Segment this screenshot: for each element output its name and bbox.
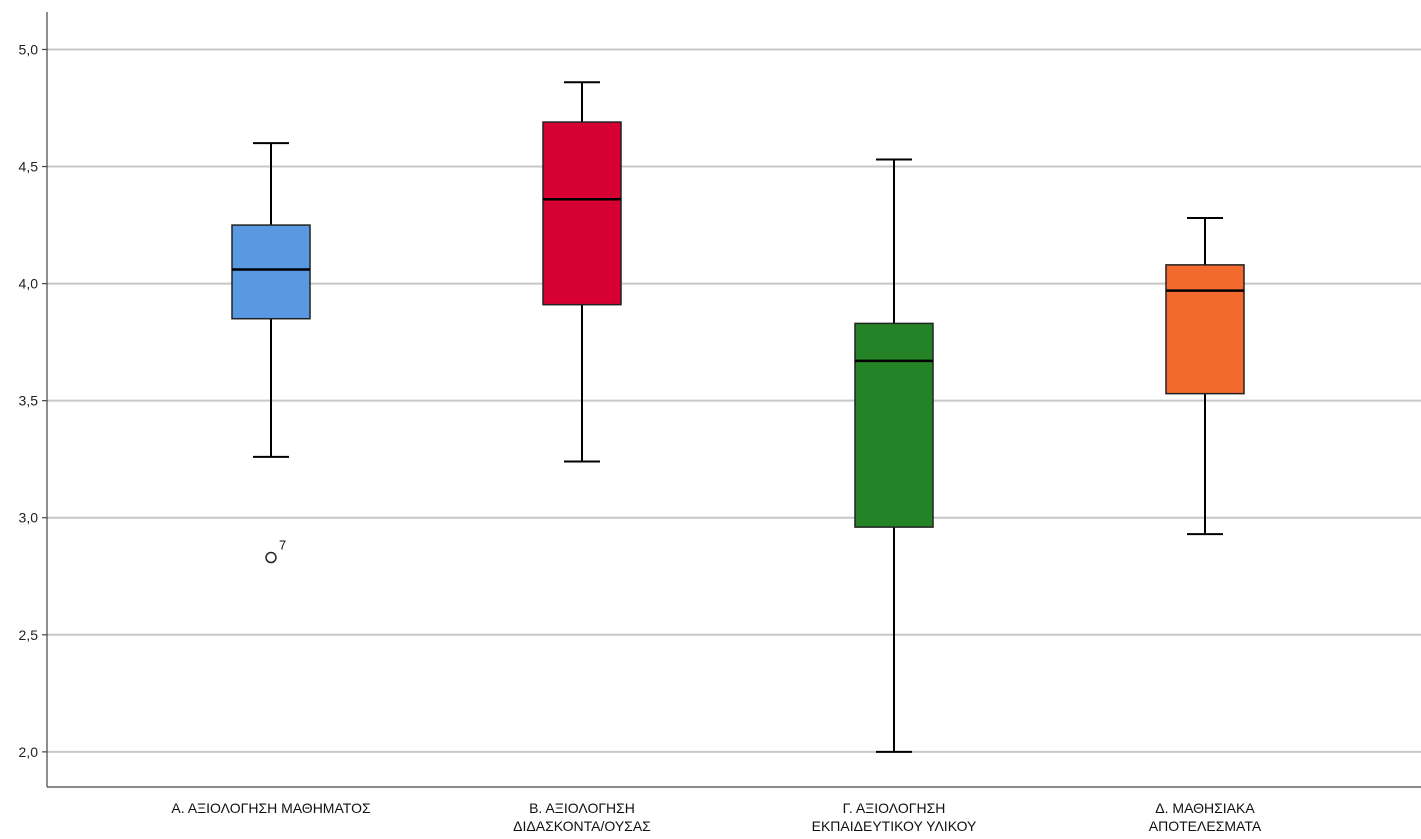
y-tick-label: 4,5 bbox=[19, 159, 39, 175]
y-tick-label: 2,0 bbox=[19, 744, 39, 760]
box-3 bbox=[854, 322, 934, 528]
y-tick-label: 2,5 bbox=[19, 627, 39, 643]
box-1 bbox=[231, 224, 311, 320]
y-tick-label: 5,0 bbox=[19, 41, 39, 57]
outlier-label: 7 bbox=[279, 538, 286, 553]
x-category-label: ΔΙΔΑΣΚΟΝΤΑ/ΟΥΣΑΣ bbox=[513, 818, 651, 834]
x-category-label: Β. ΑΞΙΟΛΟΓΗΣΗ bbox=[529, 800, 635, 816]
x-category-label: ΑΠΟΤΕΛΕΣΜΑΤΑ bbox=[1149, 818, 1262, 834]
x-category-label: Γ. ΑΞΙΟΛΟΓΗΣΗ bbox=[843, 800, 946, 816]
x-category-label: ΕΚΠΑΙΔΕΥΤΙΚΟΥ ΥΛΙΚΟΥ bbox=[812, 818, 977, 834]
box-2 bbox=[542, 121, 622, 306]
y-tick-label: 3,0 bbox=[19, 510, 39, 526]
x-category-label: Α. ΑΞΙΟΛΟΓΗΣΗ ΜΑΘΗΜΑΤΟΣ bbox=[171, 800, 371, 816]
outlier-point bbox=[265, 551, 277, 564]
y-tick-label: 4,0 bbox=[19, 276, 39, 292]
box-4 bbox=[1165, 264, 1245, 395]
y-tick-label: 3,5 bbox=[19, 393, 39, 409]
x-category-label: Δ. ΜΑΘΗΣΙΑΚΑ bbox=[1155, 800, 1255, 816]
